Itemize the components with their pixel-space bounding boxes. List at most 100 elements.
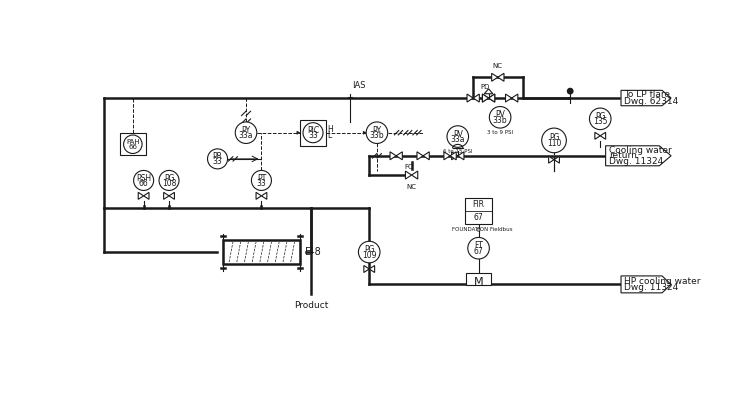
Polygon shape <box>450 152 456 160</box>
Polygon shape <box>164 192 169 199</box>
Bar <box>300 120 326 146</box>
Text: 33: 33 <box>256 179 266 188</box>
Text: 6 to 15 PSI: 6 to 15 PSI <box>443 149 472 154</box>
Polygon shape <box>444 152 450 160</box>
Text: PAH: PAH <box>126 139 140 145</box>
Polygon shape <box>458 152 464 160</box>
Text: 33a: 33a <box>239 131 253 140</box>
Polygon shape <box>621 90 671 106</box>
Text: 33: 33 <box>213 157 223 166</box>
Text: 67: 67 <box>474 213 484 222</box>
Text: To LP flare: To LP flare <box>624 90 670 100</box>
Bar <box>223 240 300 264</box>
Text: PY: PY <box>241 126 250 135</box>
Polygon shape <box>498 73 504 81</box>
Text: PG: PG <box>364 245 374 254</box>
Polygon shape <box>169 192 174 199</box>
Text: 108: 108 <box>162 179 176 188</box>
Text: FT: FT <box>474 241 483 250</box>
Text: FO: FO <box>405 164 414 170</box>
Text: Dwg. 11324: Dwg. 11324 <box>608 157 663 166</box>
Text: 33b: 33b <box>370 131 384 140</box>
Text: E-8: E-8 <box>305 247 320 257</box>
Text: H: H <box>327 125 332 134</box>
Polygon shape <box>492 73 498 81</box>
Circle shape <box>447 126 468 147</box>
Text: PY: PY <box>372 126 381 135</box>
Polygon shape <box>417 152 423 160</box>
Polygon shape <box>396 152 402 160</box>
Circle shape <box>490 106 511 128</box>
Text: Product: Product <box>294 300 329 310</box>
Text: PV: PV <box>496 110 505 120</box>
Circle shape <box>541 128 566 153</box>
Polygon shape <box>483 94 489 102</box>
Polygon shape <box>600 132 605 139</box>
Text: PSH: PSH <box>136 174 151 183</box>
Text: 33b: 33b <box>493 116 508 125</box>
Polygon shape <box>405 171 411 179</box>
Text: NC: NC <box>407 184 417 190</box>
Polygon shape <box>595 132 600 139</box>
Text: FIR: FIR <box>472 200 484 210</box>
Text: 33: 33 <box>308 131 318 140</box>
Circle shape <box>208 149 228 169</box>
Text: 67: 67 <box>474 247 484 256</box>
Polygon shape <box>473 94 479 102</box>
Polygon shape <box>411 171 418 179</box>
Text: IAS: IAS <box>352 81 365 90</box>
Text: NC: NC <box>493 63 503 69</box>
Text: M: M <box>474 277 484 287</box>
Text: L: L <box>327 131 331 140</box>
Text: 33a: 33a <box>450 135 465 144</box>
Text: PIC: PIC <box>307 126 319 134</box>
Circle shape <box>568 88 573 94</box>
Text: PG: PG <box>549 133 559 142</box>
Bar <box>465 198 492 224</box>
Text: 135: 135 <box>593 117 608 126</box>
Text: PG: PG <box>164 174 174 183</box>
Polygon shape <box>452 152 458 160</box>
Circle shape <box>366 122 388 144</box>
Text: PT: PT <box>256 174 266 183</box>
Polygon shape <box>138 192 144 199</box>
Polygon shape <box>484 89 493 94</box>
Text: PG: PG <box>595 112 605 121</box>
Text: HP cooling water: HP cooling water <box>624 276 701 286</box>
Circle shape <box>590 108 611 130</box>
Polygon shape <box>549 156 554 163</box>
Circle shape <box>159 170 179 190</box>
Polygon shape <box>511 94 518 102</box>
Polygon shape <box>297 131 300 134</box>
Text: 66: 66 <box>139 179 148 188</box>
Circle shape <box>359 241 380 263</box>
Polygon shape <box>489 94 495 102</box>
Text: Dwg. 11324: Dwg. 11324 <box>624 283 678 292</box>
Bar <box>466 273 491 285</box>
Text: Dwg. 62314: Dwg. 62314 <box>624 97 678 106</box>
Polygon shape <box>369 266 374 272</box>
Circle shape <box>251 170 271 190</box>
Circle shape <box>123 135 142 154</box>
Polygon shape <box>483 94 489 102</box>
Circle shape <box>468 238 490 259</box>
Polygon shape <box>505 94 511 102</box>
Text: 109: 109 <box>362 250 377 260</box>
Polygon shape <box>144 192 149 199</box>
Text: return: return <box>608 151 637 160</box>
Circle shape <box>235 122 257 144</box>
Text: FOUNDATION Fieldbus: FOUNDATION Fieldbus <box>452 227 513 232</box>
Polygon shape <box>390 152 396 160</box>
Circle shape <box>303 123 323 143</box>
Polygon shape <box>489 94 495 102</box>
Circle shape <box>134 170 153 190</box>
Polygon shape <box>605 146 671 166</box>
Polygon shape <box>256 192 262 199</box>
Text: Cooling water: Cooling water <box>608 146 672 155</box>
Text: 110: 110 <box>547 139 561 148</box>
Polygon shape <box>364 266 369 272</box>
Polygon shape <box>621 276 671 293</box>
Polygon shape <box>363 131 366 134</box>
Text: PR: PR <box>213 152 223 161</box>
Text: 66: 66 <box>129 144 138 150</box>
